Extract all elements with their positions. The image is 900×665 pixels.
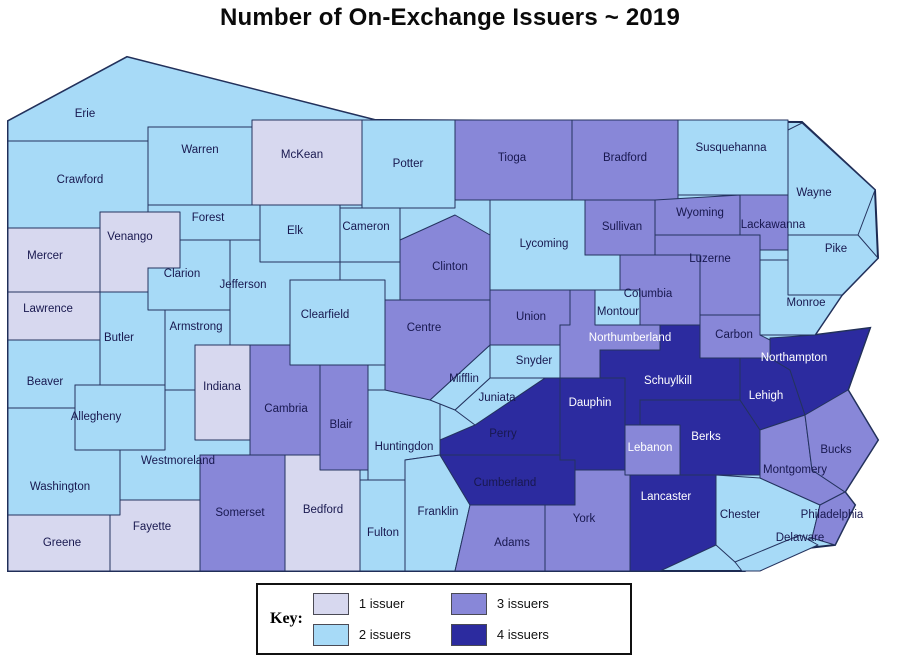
county-northampton bbox=[769, 327, 871, 416]
county-elk bbox=[259, 204, 341, 263]
legend-item-2-issuers: 2 issuers bbox=[312, 623, 411, 646]
county-sullivan bbox=[584, 199, 661, 256]
legend-label: 2 issuers bbox=[358, 627, 411, 642]
county-greene bbox=[7, 514, 111, 572]
legend: Key: 1 issuer 2 issuers 3 issuers 4 issuers bbox=[256, 583, 632, 655]
legend-item-3-issuers: 3 issuers bbox=[450, 592, 549, 615]
county-union bbox=[489, 289, 571, 346]
county-somerset bbox=[199, 454, 286, 572]
legend-label: 1 issuer bbox=[358, 596, 405, 611]
legend-swatch-2-issuers bbox=[312, 623, 349, 646]
county-lebanon bbox=[624, 424, 681, 476]
county-cameron bbox=[339, 207, 401, 263]
county-pike bbox=[787, 234, 879, 296]
county-fulton bbox=[359, 479, 406, 572]
county-bucks bbox=[804, 389, 879, 493]
county-potter bbox=[361, 119, 456, 209]
legend-item-4-issuers: 4 issuers bbox=[450, 623, 549, 646]
county-lawrence bbox=[7, 291, 101, 341]
county-fayette bbox=[109, 499, 201, 572]
page-title: Number of On-Exchange Issuers ~ 2019 bbox=[219, 4, 681, 31]
county-adams bbox=[454, 504, 546, 572]
county-susquehanna bbox=[677, 119, 789, 196]
county-wyoming bbox=[654, 194, 741, 236]
county-delaware bbox=[734, 534, 819, 572]
county-bradford bbox=[571, 119, 679, 201]
legend-item-1-issuers: 1 issuer bbox=[312, 592, 411, 615]
county-lancaster bbox=[629, 474, 717, 572]
county-allegheny bbox=[74, 384, 166, 451]
county-mercer bbox=[7, 227, 101, 293]
county-bedford bbox=[284, 454, 361, 572]
legend-key-label: Key: bbox=[270, 610, 303, 627]
county-snyder bbox=[489, 344, 561, 379]
county-warren bbox=[147, 126, 253, 206]
county-philadelphia bbox=[811, 491, 856, 546]
legend-swatch-4-issuers bbox=[450, 623, 487, 646]
county-wayne bbox=[787, 122, 876, 236]
legend-swatch-3-issuers bbox=[450, 592, 487, 615]
county-carbon bbox=[699, 314, 771, 359]
county-tioga bbox=[454, 119, 573, 201]
county-montour bbox=[594, 289, 641, 326]
legend-items: 1 issuer 2 issuers 3 issuers 4 issuers bbox=[312, 591, 549, 647]
county-blair bbox=[319, 364, 369, 471]
legend-swatch-1-issuers bbox=[312, 592, 349, 615]
legend-label: 4 issuers bbox=[496, 627, 549, 642]
county-indiana bbox=[194, 344, 251, 441]
county-clearfield bbox=[289, 279, 386, 366]
county-mckean bbox=[251, 119, 363, 206]
legend-label: 3 issuers bbox=[496, 596, 549, 611]
county-dauphin bbox=[559, 377, 626, 471]
